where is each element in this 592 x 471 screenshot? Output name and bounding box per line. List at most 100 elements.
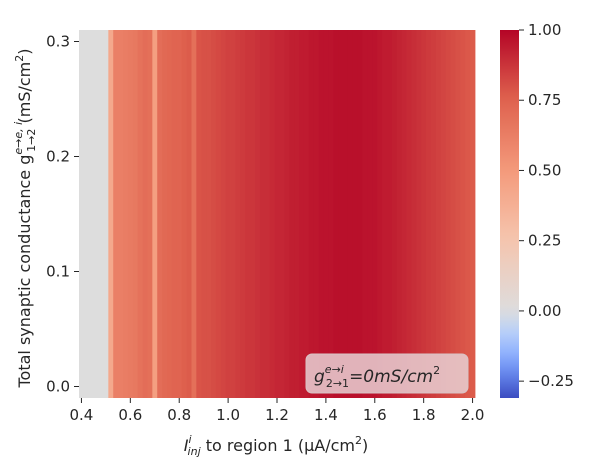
- colorbar-tick-label: 0.50: [528, 161, 561, 179]
- heatmap-cell: [421, 30, 427, 398]
- heatmap-cell: [113, 30, 119, 398]
- heatmap-cell: [382, 30, 388, 398]
- heatmap-cell: [313, 30, 319, 398]
- heatmap-cell: [318, 30, 324, 398]
- y-axis: 0.0 0.1 0.2 0.3: [46, 33, 79, 396]
- heatmap-cell: [289, 30, 295, 398]
- heatmap-cell: [103, 30, 109, 398]
- heatmap-cell: [387, 30, 393, 398]
- heatmap-cell: [343, 30, 349, 398]
- heatmap-cell: [372, 30, 378, 398]
- heatmap-cell: [206, 30, 212, 398]
- heatmap-cell: [284, 30, 290, 398]
- heatmap-cell: [250, 30, 256, 398]
- x-tick-label: 0.8: [167, 406, 191, 424]
- heatmap-cell: [299, 30, 305, 398]
- heatmap-cell: [259, 30, 266, 398]
- colorbar-tick-label: 0.25: [528, 232, 561, 250]
- heatmap-cell: [294, 30, 300, 398]
- heatmap-cell: [196, 30, 202, 398]
- heatmap-cell: [357, 30, 363, 398]
- heatmap-cell: [123, 30, 129, 398]
- y-tick-label: 0.1: [46, 263, 70, 281]
- heatmap-cell: [171, 30, 178, 398]
- heatmap-cell: [264, 30, 271, 398]
- heatmap-cell: [147, 30, 153, 398]
- heatmap-cell: [431, 30, 437, 398]
- heatmap-cell: [352, 30, 359, 398]
- heatmap-cell: [181, 30, 187, 398]
- heatmap-cell: [186, 30, 192, 398]
- heatmap-cell: [455, 30, 461, 398]
- x-tick-label: 1.6: [363, 406, 387, 424]
- x-tick-label: 1.8: [412, 406, 436, 424]
- colorbar-tick-label: −0.25: [528, 372, 574, 390]
- heatmap-cell: [157, 30, 163, 398]
- heatmap-cell: [167, 30, 173, 398]
- heatmap-cell: [235, 30, 241, 398]
- x-tick-label: 1.0: [216, 406, 240, 424]
- x-tick-label: 2.0: [461, 406, 485, 424]
- heatmap-cell: [98, 30, 104, 398]
- heatmap-cell: [162, 30, 168, 398]
- heatmap-cell: [240, 30, 246, 398]
- heatmap-cell: [108, 30, 114, 398]
- heatmap-cell: [176, 30, 183, 398]
- heatmap-cell: [137, 30, 143, 398]
- heatmap-cell: [152, 30, 158, 398]
- heatmap-cell: [274, 30, 280, 398]
- heatmap-cell: [83, 30, 90, 398]
- x-axis-label: Ii inj to region 1 (μA/cm2): [184, 433, 368, 458]
- heatmap-cell: [445, 30, 451, 398]
- y-axis-label: Total synaptic conductance ge→e, i1→2 (m…: [12, 48, 38, 388]
- heatmap-cell: [230, 30, 236, 398]
- annotation-background: [305, 353, 469, 394]
- x-tick-label: 0.6: [118, 406, 142, 424]
- y-tick-label: 0.3: [46, 33, 70, 51]
- heatmap-cell: [396, 30, 403, 398]
- heatmap-cell: [220, 30, 227, 398]
- heatmap-cell: [308, 30, 315, 398]
- colorbar-gradient: [500, 30, 519, 398]
- heatmap-cell: [269, 30, 275, 398]
- heatmap-cell: [450, 30, 456, 398]
- heatmap-cell: [362, 30, 368, 398]
- heatmap-cell: [416, 30, 422, 398]
- annotation-text: ge→i 2→1=0mS/cm2: [314, 363, 440, 390]
- y-tick-label: 0.0: [46, 378, 70, 396]
- heatmap-cell: [191, 30, 197, 398]
- x-tick-label: 0.4: [70, 406, 94, 424]
- x-tick-label: 1.2: [265, 406, 289, 424]
- heatmap-cell: [333, 30, 339, 398]
- heatmap-cell: [211, 30, 217, 398]
- heatmap-cells: [79, 30, 476, 398]
- heatmap-cell: [435, 30, 442, 398]
- x-tick-label: 1.4: [314, 406, 338, 424]
- x-axis: 0.4 0.6 0.8 1.0 1.2 1.4 1.6 1.8 2.0: [70, 398, 485, 424]
- colorbar-tick-label: 0.00: [528, 302, 561, 320]
- heatmap-cell: [347, 30, 354, 398]
- heatmap-cell: [426, 30, 432, 398]
- heatmap-cell: [328, 30, 334, 398]
- heatmap-cell: [245, 30, 251, 398]
- heatmap-cell: [338, 30, 344, 398]
- heatmap-cell: [401, 30, 407, 398]
- heatmap-cell: [127, 30, 134, 398]
- heatmap-cell: [367, 30, 373, 398]
- heatmap-cell: [225, 30, 231, 398]
- colorbar-tick-label: 1.00: [528, 21, 561, 39]
- heatmap-cell: [460, 30, 466, 398]
- heatmap-cell: [465, 30, 471, 398]
- heatmap-cell: [201, 30, 207, 398]
- heatmap-cell: [377, 30, 383, 398]
- heatmap-cell: [88, 30, 95, 398]
- heatmap-cell: [142, 30, 148, 398]
- heatmap-cell: [406, 30, 412, 398]
- heatmap-cell: [79, 30, 85, 398]
- heatmap-cell: [93, 30, 99, 398]
- heatmap-cell: [279, 30, 285, 398]
- heatmap-cell: [255, 30, 261, 398]
- heatmap-cell: [411, 30, 417, 398]
- annotation-box: ge→i 2→1=0mS/cm2: [305, 353, 469, 394]
